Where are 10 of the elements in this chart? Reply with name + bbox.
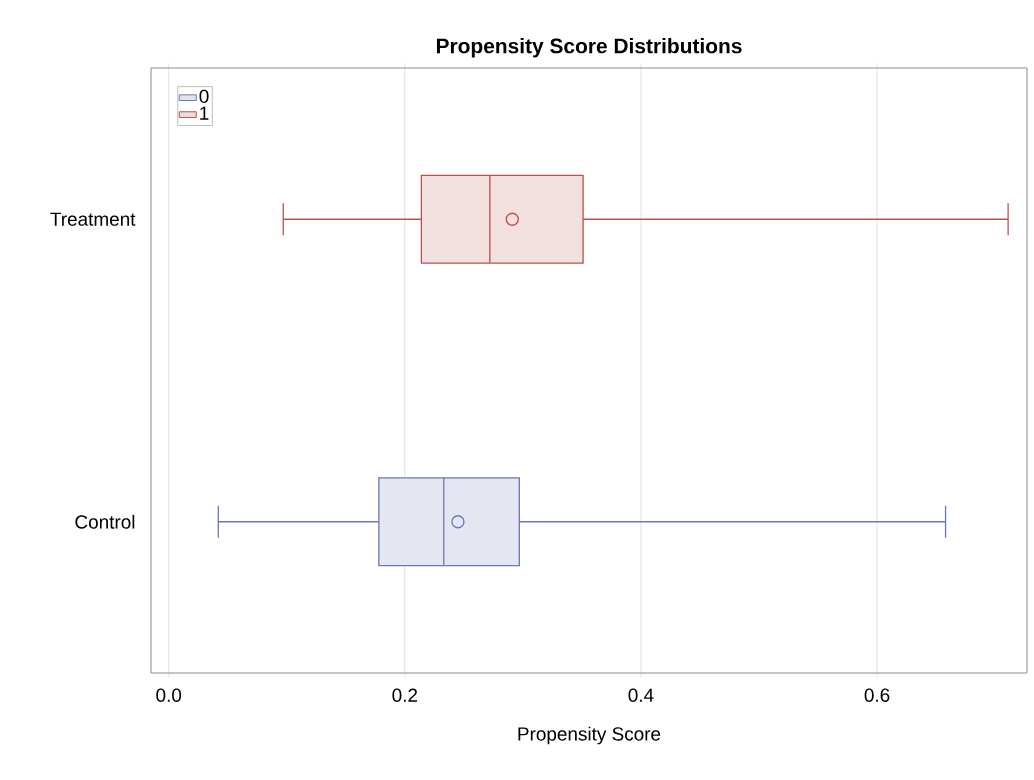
x-tick-label: 0.0 [156,688,182,702]
legend-label: 1 [200,106,209,120]
x-tick-label: 0.6 [864,688,890,702]
chart-title: Propensity Score Distributions [436,38,742,58]
x-tick-label: 0.4 [628,688,654,702]
y-tick-label: Treatment [50,212,136,226]
y-tick-label: Control [75,514,135,529]
x-axis-title: Propensity Score [518,726,661,745]
x-tick-label: 0.2 [392,688,418,702]
legend-label: 0 [199,89,209,104]
